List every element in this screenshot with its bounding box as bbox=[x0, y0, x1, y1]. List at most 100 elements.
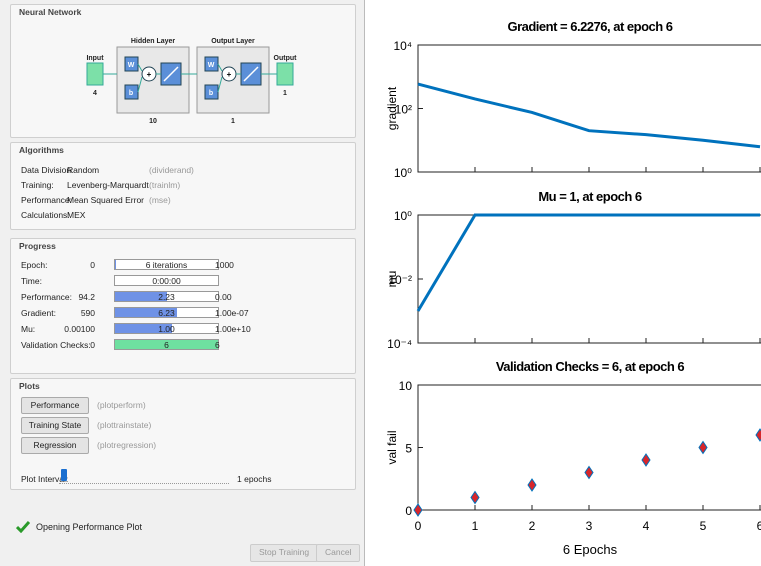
progress-name: Performance: bbox=[21, 292, 72, 302]
hidden-size: 10 bbox=[149, 118, 157, 125]
plus: + bbox=[227, 70, 232, 79]
weight-label: W bbox=[208, 62, 215, 69]
y-tick-label: 10⁻⁴ bbox=[387, 337, 412, 351]
group-title: Algorithms bbox=[19, 145, 64, 155]
group-title: Progress bbox=[19, 241, 56, 251]
progress-current: 6.23 bbox=[158, 308, 175, 318]
alg-function: (trainlm) bbox=[149, 180, 180, 190]
plot-function: (plotperform) bbox=[97, 400, 146, 410]
input-size: 4 bbox=[93, 90, 97, 97]
screen: Neural Network + + Input 4 Hidden Layer … bbox=[0, 0, 761, 566]
plot-button[interactable]: Performance bbox=[21, 397, 89, 414]
chart-title: Mu = 1, at epoch 6 bbox=[538, 189, 642, 204]
progress-current: 6 iterations bbox=[146, 260, 188, 270]
progress-current: 2.23 bbox=[158, 292, 175, 302]
progress-current: 6 bbox=[164, 340, 169, 350]
x-tick-label: 4 bbox=[643, 519, 650, 533]
progress-start: 590 bbox=[81, 308, 95, 318]
bias-label: b bbox=[209, 90, 213, 97]
progress-name: Epoch: bbox=[21, 260, 47, 270]
progress-end: 6 bbox=[215, 340, 220, 350]
y-tick-label: 10⁴ bbox=[393, 39, 412, 53]
y-tick-label: 10⁰ bbox=[394, 209, 412, 223]
plot-button[interactable]: Regression bbox=[21, 437, 89, 454]
alg-name: Training: bbox=[21, 180, 54, 190]
progress-bar: 6.23 bbox=[114, 307, 219, 318]
alg-function: (dividerand) bbox=[149, 165, 194, 175]
train-tool: Neural Network + + Input 4 Hidden Layer … bbox=[0, 0, 365, 566]
hidden-label: Hidden Layer bbox=[131, 38, 176, 45]
progress-name: Gradient: bbox=[21, 308, 56, 318]
slider-thumb[interactable] bbox=[61, 469, 67, 481]
stop-button[interactable]: Stop Training bbox=[250, 544, 318, 562]
plot-button[interactable]: Training State bbox=[21, 417, 89, 434]
progress-start: 0 bbox=[90, 340, 95, 350]
alg-name: Data Division: bbox=[21, 165, 73, 175]
progress-start: 0 bbox=[90, 260, 95, 270]
x-tick-label: 6 bbox=[757, 519, 761, 533]
progress-group: Progress Epoch: 0 6 iterations 1000 Time: 0:0… bbox=[10, 238, 356, 374]
y-tick-label: 10⁰ bbox=[394, 166, 412, 180]
alg-value: Mean Squared Error bbox=[67, 195, 144, 205]
progress-bar: 6 iterations bbox=[114, 259, 219, 270]
chart: Gradient = 6.2276, at epoch 6gradient10⁰… bbox=[365, 0, 761, 566]
interval-slider[interactable] bbox=[59, 469, 229, 484]
x-tick-label: 3 bbox=[586, 519, 593, 533]
progress-start: 94.2 bbox=[78, 292, 95, 302]
output-label: Output bbox=[274, 55, 298, 62]
progress-name: Validation Checks: bbox=[21, 340, 91, 350]
y-tick-label: 10² bbox=[395, 103, 412, 117]
plot-function: (plottrainstate) bbox=[97, 420, 151, 430]
progress-end: 1.00e-07 bbox=[215, 308, 249, 318]
y-axis-label: val fail bbox=[385, 430, 399, 464]
interval-value: 1 epochs bbox=[237, 474, 272, 484]
plots-group: Plots Performance (plotperform) Training S… bbox=[10, 378, 356, 490]
y-tick-label: 5 bbox=[405, 442, 412, 456]
algorithms-group: Algorithms Data Division:Random (dividera… bbox=[10, 142, 356, 230]
alg-value: Random bbox=[67, 165, 99, 175]
plot-area bbox=[418, 385, 761, 510]
check-icon bbox=[16, 521, 30, 533]
x-axis-label: 6 Epochs bbox=[563, 542, 618, 557]
plus: + bbox=[147, 70, 152, 79]
chart-title: Validation Checks = 6, at epoch 6 bbox=[496, 359, 685, 374]
alg-value: Levenberg-Marquardt bbox=[67, 180, 149, 190]
chart-title: Gradient = 6.2276, at epoch 6 bbox=[507, 19, 672, 34]
bias-label: b bbox=[129, 90, 133, 97]
progress-end: 0.00 bbox=[215, 292, 232, 302]
plot-function: (plotregression) bbox=[97, 440, 156, 450]
y-tick-label: 10⁻² bbox=[388, 273, 412, 287]
input-box bbox=[87, 63, 103, 85]
alg-value: MEX bbox=[67, 210, 85, 220]
weight-label: W bbox=[128, 62, 135, 69]
cancel-button[interactable]: Cancel bbox=[316, 544, 360, 562]
x-tick-label: 0 bbox=[415, 519, 422, 533]
progress-end: 1000 bbox=[215, 260, 234, 270]
alg-name: Performance: bbox=[21, 195, 72, 205]
progress-fill bbox=[115, 260, 116, 269]
alg-name: Calculations: bbox=[21, 210, 70, 220]
network-diagram: + + Input 4 Hidden Layer 10 Output Layer… bbox=[11, 5, 355, 137]
group-title: Plots bbox=[19, 381, 40, 391]
progress-bar: 6 bbox=[114, 339, 219, 350]
progress-name: Time: bbox=[21, 276, 42, 286]
output-layer-label: Output Layer bbox=[211, 38, 255, 45]
alg-function: (mse) bbox=[149, 195, 171, 205]
progress-bar: 0:00:00 bbox=[114, 275, 219, 286]
input-label: Input bbox=[86, 55, 104, 62]
output-box bbox=[277, 63, 293, 85]
progress-current: 1.00 bbox=[158, 324, 175, 334]
output-layer-size: 1 bbox=[231, 118, 235, 125]
network-group: Neural Network + + Input 4 Hidden Layer … bbox=[10, 4, 356, 138]
plot-area bbox=[418, 215, 761, 343]
y-tick-label: 10 bbox=[399, 379, 413, 393]
progress-current: 0:00:00 bbox=[152, 276, 180, 286]
progress-bar: 1.00 bbox=[114, 323, 219, 334]
progress-name: Mu: bbox=[21, 324, 35, 334]
y-tick-label: 0 bbox=[405, 504, 412, 518]
plot-area bbox=[418, 45, 761, 172]
progress-end: 1.00e+10 bbox=[215, 324, 251, 334]
progress-start: 0.00100 bbox=[64, 324, 95, 334]
progress-bar: 2.23 bbox=[114, 291, 219, 302]
output-size: 1 bbox=[283, 90, 287, 97]
